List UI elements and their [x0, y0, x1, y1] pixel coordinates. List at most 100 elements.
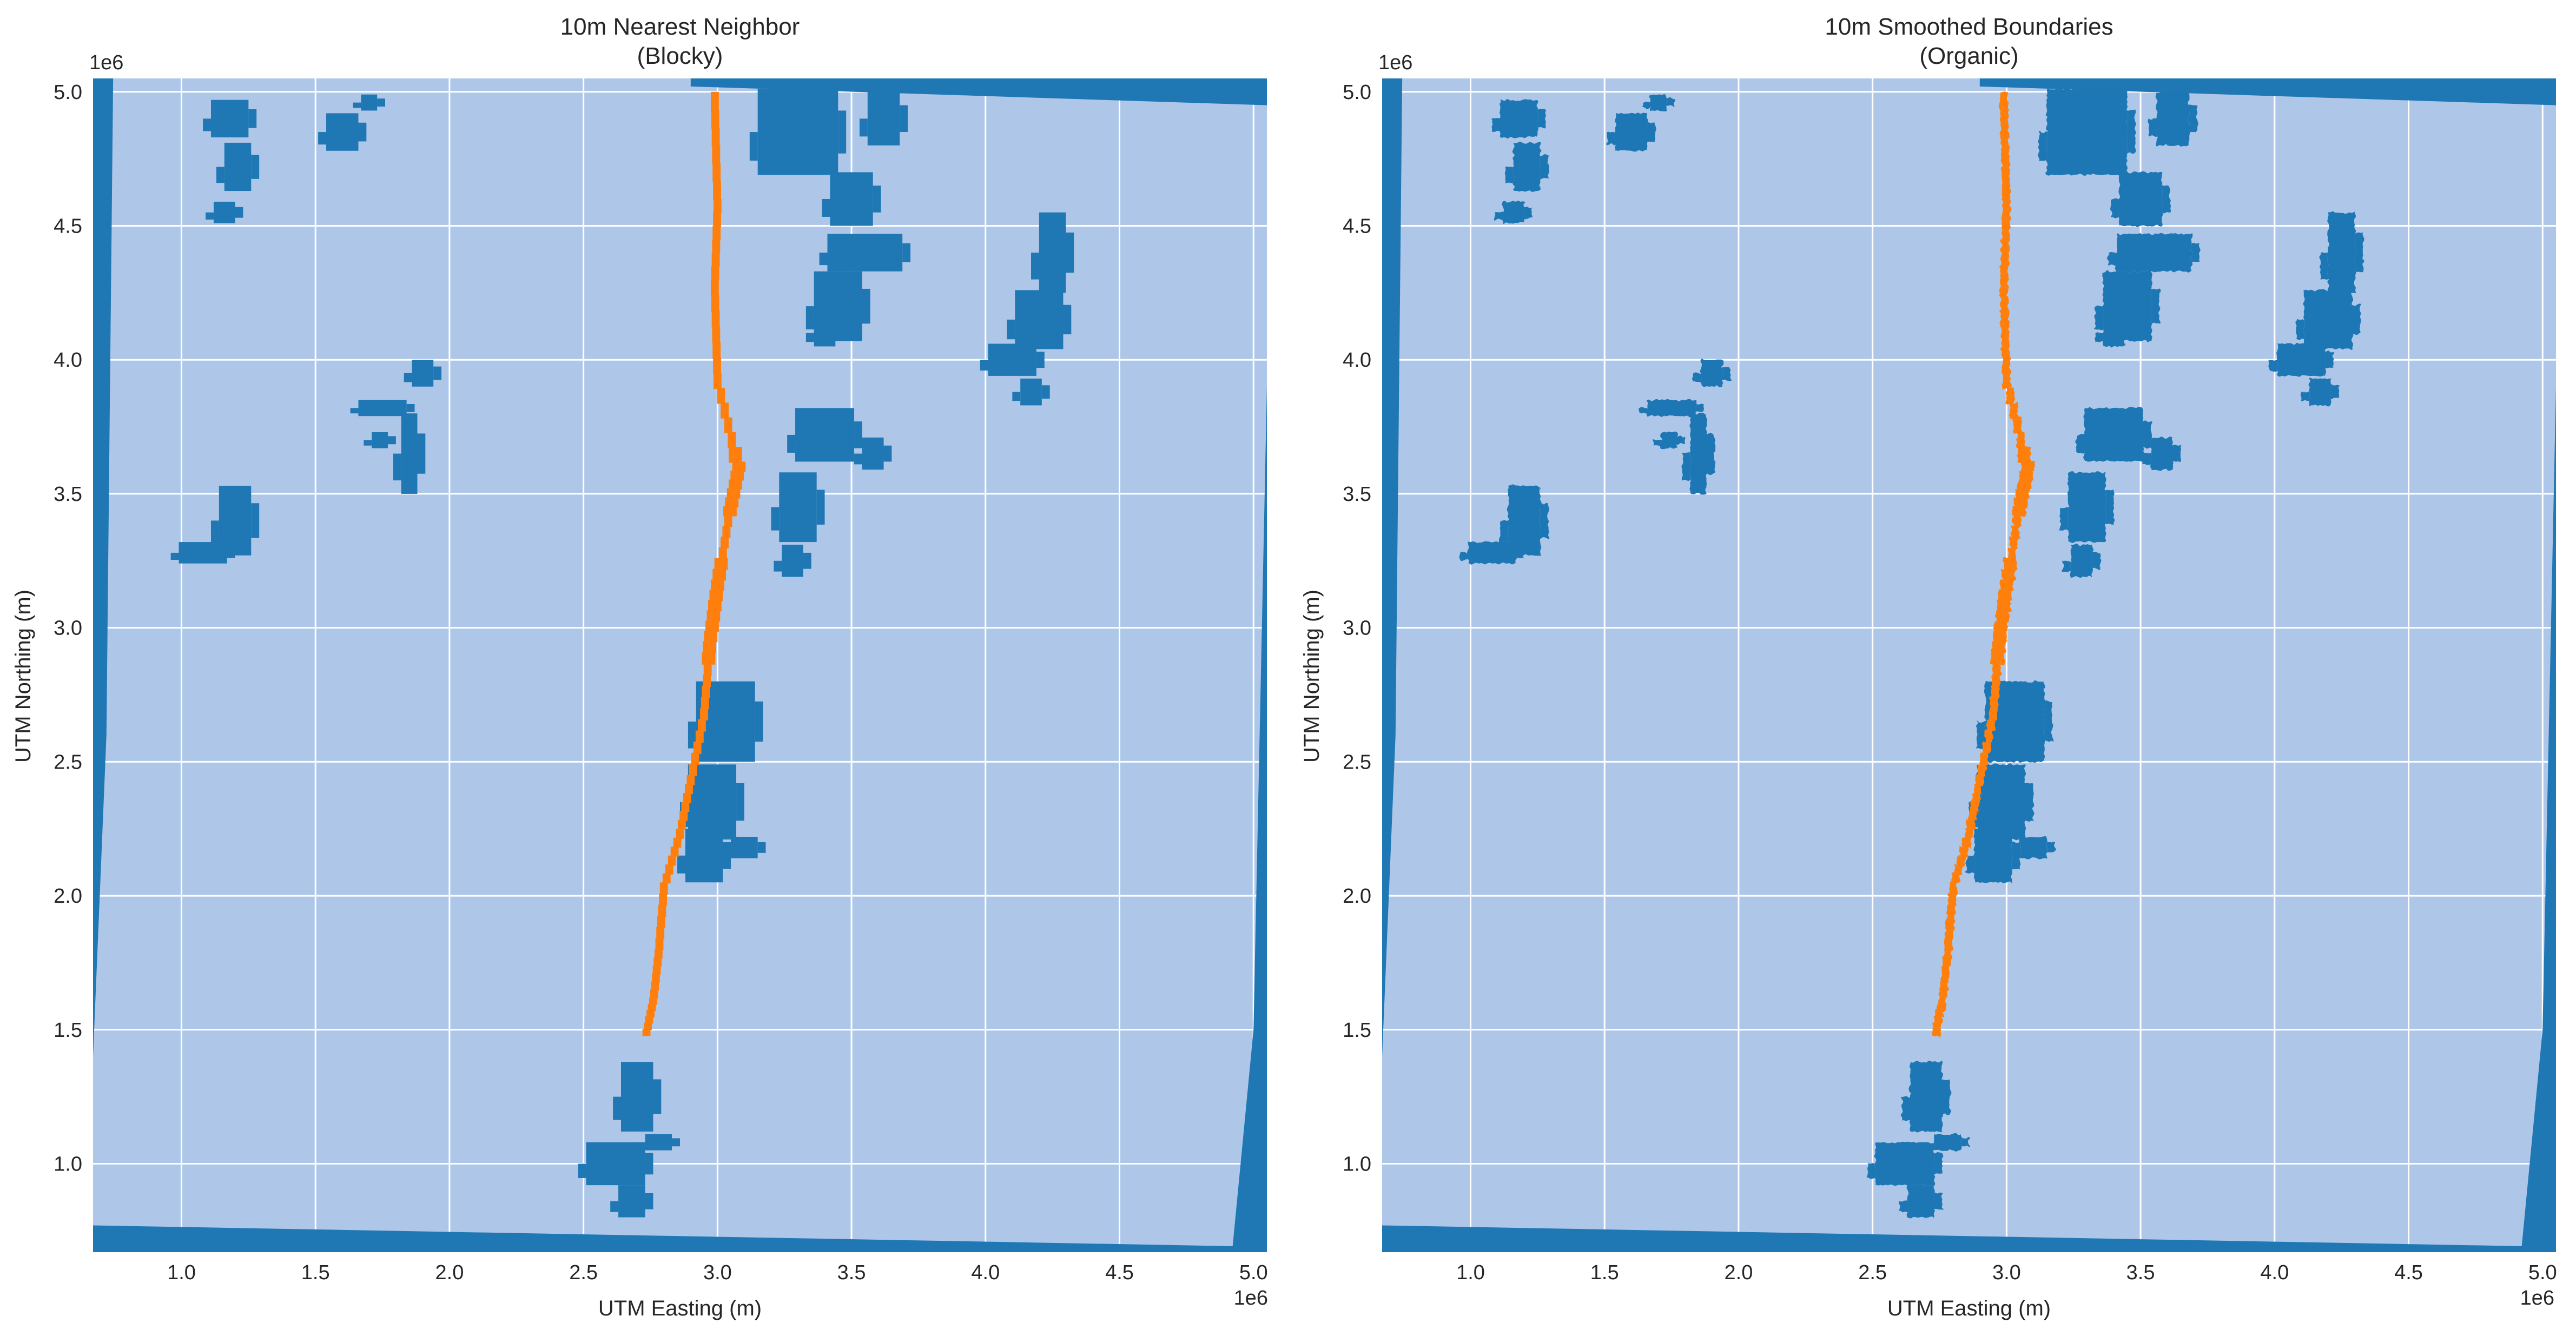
river-cell [1948, 882, 1957, 895]
river-cell [724, 417, 732, 433]
water-cell [2119, 172, 2162, 226]
river-cell [2002, 212, 2010, 227]
water-cell [1031, 253, 1039, 280]
river-cell [1951, 873, 1960, 884]
water-cell [867, 91, 900, 145]
river-cell [1999, 279, 2008, 296]
x-offset-left: 1e6 [1234, 1287, 1268, 1309]
water-cell [1540, 503, 1549, 538]
river-cell [642, 1029, 651, 1036]
water-cell [771, 507, 780, 531]
river-cell [1996, 610, 2010, 622]
water-cell [645, 1134, 672, 1150]
y-ticks-left: 1.0 1.5 2.0 2.5 3.0 3.5 4.0 4.5 5.0 [54, 81, 82, 1176]
water-cell [216, 167, 224, 183]
water-cell [862, 288, 870, 324]
river-cell [1989, 708, 1998, 720]
river-cell [2021, 461, 2035, 472]
river-cell [651, 981, 659, 991]
water-cell [902, 243, 911, 262]
river-cell [2018, 447, 2031, 463]
water-cell [1867, 1163, 1875, 1178]
water-cell [179, 542, 227, 564]
river-cell [2002, 163, 2010, 182]
water-body [1867, 1062, 1969, 1218]
river-cell [2010, 537, 2018, 549]
river-cell [711, 253, 720, 267]
river-cell [1939, 989, 1947, 999]
river-cell [1944, 938, 1953, 951]
water-cell [401, 413, 418, 494]
water-cell [251, 503, 260, 538]
water-cell [1934, 1134, 1961, 1150]
water-cell [1676, 436, 1685, 445]
water-cell [2111, 199, 2119, 217]
y-tick-label: 3.0 [54, 617, 82, 640]
water-cell [685, 829, 723, 883]
water-cell [2151, 288, 2159, 324]
water-cell [2046, 89, 2128, 175]
y-ticks-right: 1.0 1.5 2.0 2.5 3.0 3.5 4.0 4.5 5.0 [1343, 81, 1371, 1176]
river-cell [1982, 742, 1991, 754]
river-cell [651, 973, 660, 983]
water-cell [2296, 319, 2304, 340]
water-cell [1722, 366, 1731, 380]
river-cell [1984, 730, 1993, 743]
water-cell [2012, 842, 2020, 869]
river-cell [1974, 784, 1982, 795]
water-body [771, 408, 892, 577]
river-cell [1965, 829, 1973, 839]
river-cell [711, 310, 720, 328]
water-body [2038, 89, 2200, 347]
water-cell [248, 109, 257, 128]
water-cell [210, 520, 219, 544]
water-cell [613, 1096, 622, 1120]
river-cell [728, 432, 736, 448]
river-cell [2013, 417, 2022, 433]
water-body [749, 89, 911, 347]
river-cell [702, 652, 716, 665]
water-cell [731, 837, 758, 858]
x-tick-label: 1.5 [1590, 1261, 1619, 1284]
water-cell [779, 472, 817, 543]
river-cell [710, 91, 719, 111]
river-cell [712, 239, 721, 254]
water-cell [2320, 253, 2328, 280]
water-body [677, 681, 766, 883]
river-cell [703, 641, 716, 654]
water-cell [653, 1079, 662, 1114]
river-cell [705, 620, 719, 632]
water-body [350, 360, 442, 494]
water-cell [1653, 440, 1661, 446]
water-cell [723, 842, 731, 869]
river-cell [1976, 775, 1984, 785]
river-cell [689, 764, 697, 777]
water-cell [2025, 783, 2033, 821]
river-cell [1962, 837, 1971, 848]
water-cell [1875, 1142, 1934, 1186]
x-tick-label: 5.0 [2528, 1261, 2557, 1284]
water-cell [1661, 432, 1677, 448]
x-tick-label: 1.5 [301, 1261, 330, 1284]
water-cell [1907, 1185, 1934, 1218]
water-cell [235, 207, 243, 218]
water-cell [2095, 306, 2103, 330]
water-cell [757, 89, 838, 175]
water-cell [1642, 102, 1650, 108]
y-tick-label: 1.5 [54, 1019, 82, 1042]
water-cell [2060, 507, 2069, 531]
water-cell [406, 404, 415, 412]
x-axis-label-right: UTM Easting (m) [1887, 1297, 2051, 1320]
water-cell [1961, 1138, 1969, 1147]
river-cell [676, 829, 684, 839]
water-cell [1015, 290, 1064, 349]
river-cell [693, 742, 702, 754]
river-cell [668, 855, 676, 866]
water-cell [361, 94, 378, 111]
water-cell [1516, 547, 1524, 558]
water-cell [618, 1185, 645, 1218]
x-axis-label-left: UTM Easting (m) [598, 1297, 762, 1320]
river-cell [726, 488, 741, 499]
water-cell [2189, 105, 2197, 133]
water-cell [677, 855, 685, 874]
